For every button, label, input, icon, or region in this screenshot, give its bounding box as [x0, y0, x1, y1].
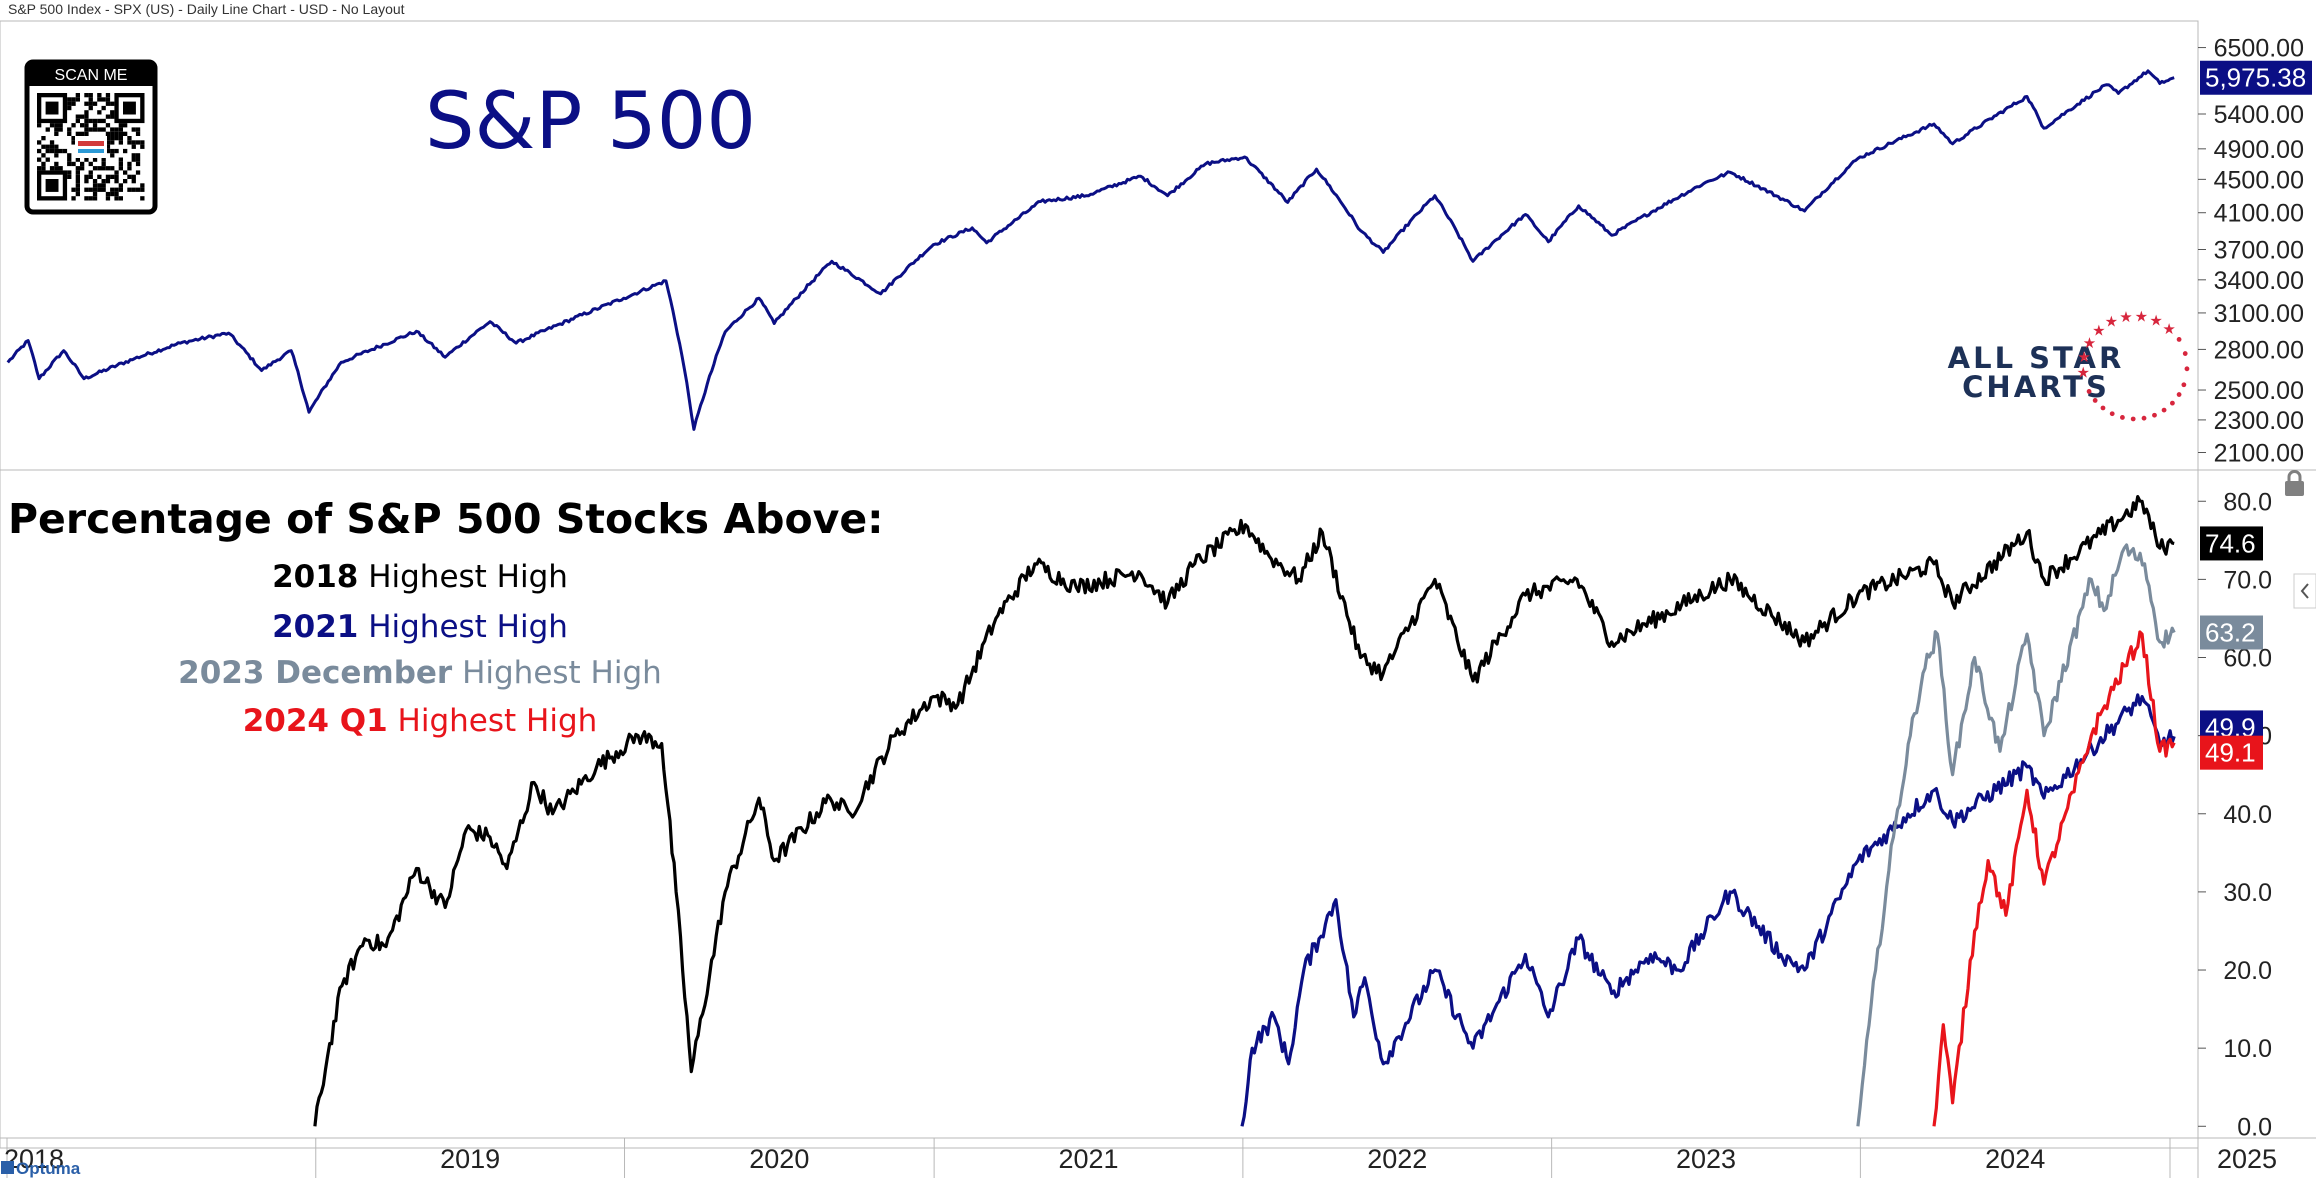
legend-entry: 2021 Highest High — [272, 609, 568, 645]
svg-text:63.2: 63.2 — [2205, 618, 2256, 648]
svg-text:★: ★ — [2083, 334, 2096, 352]
legend-entry: 2018 Highest High — [272, 559, 568, 595]
percent-tick-label: 0.0 — [2237, 1113, 2272, 1141]
logo-line2: CHARTS — [1962, 370, 2110, 404]
qr-code-icon — [37, 93, 145, 201]
breadth-series-group — [313, 495, 2176, 1127]
percent-tick-label: 40.0 — [2223, 801, 2272, 829]
breadth-panel-title: Percentage of S&P 500 Stocks Above: — [8, 495, 884, 543]
price-tick-label: 3100.00 — [2214, 300, 2304, 328]
year-tick-label: 2018 — [4, 1144, 64, 1174]
year-tick-label: 2020 — [749, 1144, 809, 1174]
price-tick-label: 2100.00 — [2214, 440, 2304, 468]
price-tick-label: 4100.00 — [2214, 200, 2304, 228]
year-tick-label: 2021 — [1058, 1144, 1118, 1174]
sp500-last-value-tag: 5,975.38 — [2200, 60, 2312, 95]
legend-entry-label: Highest High — [358, 609, 568, 645]
svg-text:★: ★ — [2162, 320, 2175, 338]
optuma-text: Optuma — [16, 1159, 81, 1178]
percent-tick-label: 80.0 — [2223, 488, 2272, 516]
legend-entry: 2024 Q1 Highest High — [243, 703, 598, 739]
all-star-charts-logo: ALL STAR CHARTS ★★★★ ★ ★ ★ ★ ★ — [1948, 307, 2190, 422]
legend-entry-key: 2024 Q1 — [243, 703, 388, 739]
breadth-last-value-tag: 74.6 — [2200, 526, 2263, 561]
legend-entry-key: 2023 December — [178, 655, 453, 691]
series-2023-december-highest-high-line — [1856, 543, 2176, 1127]
qr-code-badge: SCAN ME — [24, 59, 158, 215]
year-tick-label: 2022 — [1367, 1144, 1427, 1174]
series-2018-highest-high-line — [313, 495, 2175, 1127]
star-ring-icon: ★★★★ ★ ★ ★ ★ ★ — [2076, 307, 2190, 422]
svg-text:5,975.38: 5,975.38 — [2205, 63, 2306, 93]
price-tick-label: 4900.00 — [2214, 136, 2304, 164]
svg-text:★: ★ — [2076, 364, 2089, 382]
svg-text:★: ★ — [2149, 311, 2162, 329]
qr-label: SCAN ME — [55, 67, 128, 84]
series-2024-q1-highest-high-line — [1932, 630, 2176, 1127]
legend-entry-label: Highest High — [452, 655, 662, 691]
price-tick-label: 2300.00 — [2214, 407, 2304, 435]
price-tick-label: 4500.00 — [2214, 166, 2304, 194]
legend-entry-label: Highest High — [388, 703, 598, 739]
sp500-line — [6, 69, 2175, 431]
optuma-footer-logo: Optuma — [1, 1159, 81, 1178]
svg-text:74.6: 74.6 — [2205, 528, 2256, 558]
price-tick-label: 3400.00 — [2214, 267, 2304, 295]
svg-text:★: ★ — [2092, 322, 2105, 340]
svg-text:★: ★ — [2105, 313, 2118, 331]
year-tick-label: 2024 — [1985, 1144, 2045, 1174]
breadth-percent-axis: 0.010.020.030.040.050.060.070.080.0 — [2198, 488, 2272, 1141]
chevron-left-icon[interactable] — [2293, 573, 2316, 609]
price-tick-label: 2500.00 — [2214, 377, 2304, 405]
svg-text:★: ★ — [2077, 348, 2090, 366]
breadth-last-value-tag: 49.1 — [2200, 735, 2263, 770]
year-tick-label: 2019 — [440, 1144, 500, 1174]
chart-header-info: S&P 500 Index - SPX (US) - Daily Line Ch… — [8, 1, 405, 17]
legend-entry-key: 2021 — [272, 609, 358, 645]
breadth-last-value-tag: 63.2 — [2200, 615, 2263, 650]
sp500-title: S&P 500 — [425, 77, 756, 167]
svg-text:★: ★ — [2135, 307, 2148, 325]
year-tick-label: 2023 — [1676, 1144, 1736, 1174]
percent-tick-label: 70.0 — [2223, 566, 2272, 594]
sp500-series-group — [6, 69, 2175, 431]
price-tick-label: 3700.00 — [2214, 237, 2304, 265]
svg-text:★: ★ — [2119, 308, 2132, 326]
price-tick-label: 2800.00 — [2214, 336, 2304, 364]
year-tick-label: 2025 — [2217, 1144, 2277, 1174]
legend-entry: 2023 December Highest High — [178, 655, 662, 691]
date-axis: 2018 2019 2020 2021 2022 2023 2024 2025 — [4, 1138, 2277, 1178]
price-tick-label: 5400.00 — [2214, 101, 2304, 129]
legend-entry-key: 2018 — [272, 559, 358, 595]
percent-tick-label: 30.0 — [2223, 879, 2272, 907]
svg-text:49.1: 49.1 — [2205, 738, 2256, 768]
lock-icon[interactable] — [2285, 470, 2304, 497]
percent-tick-label: 20.0 — [2223, 957, 2272, 985]
logo-line1: ALL STAR — [1948, 341, 2125, 375]
percent-tick-label: 10.0 — [2223, 1035, 2272, 1063]
price-tick-label: 6500.00 — [2214, 35, 2304, 63]
series-2021-highest-high-line — [1240, 693, 2176, 1127]
legend-entry-label: Highest High — [358, 559, 568, 595]
